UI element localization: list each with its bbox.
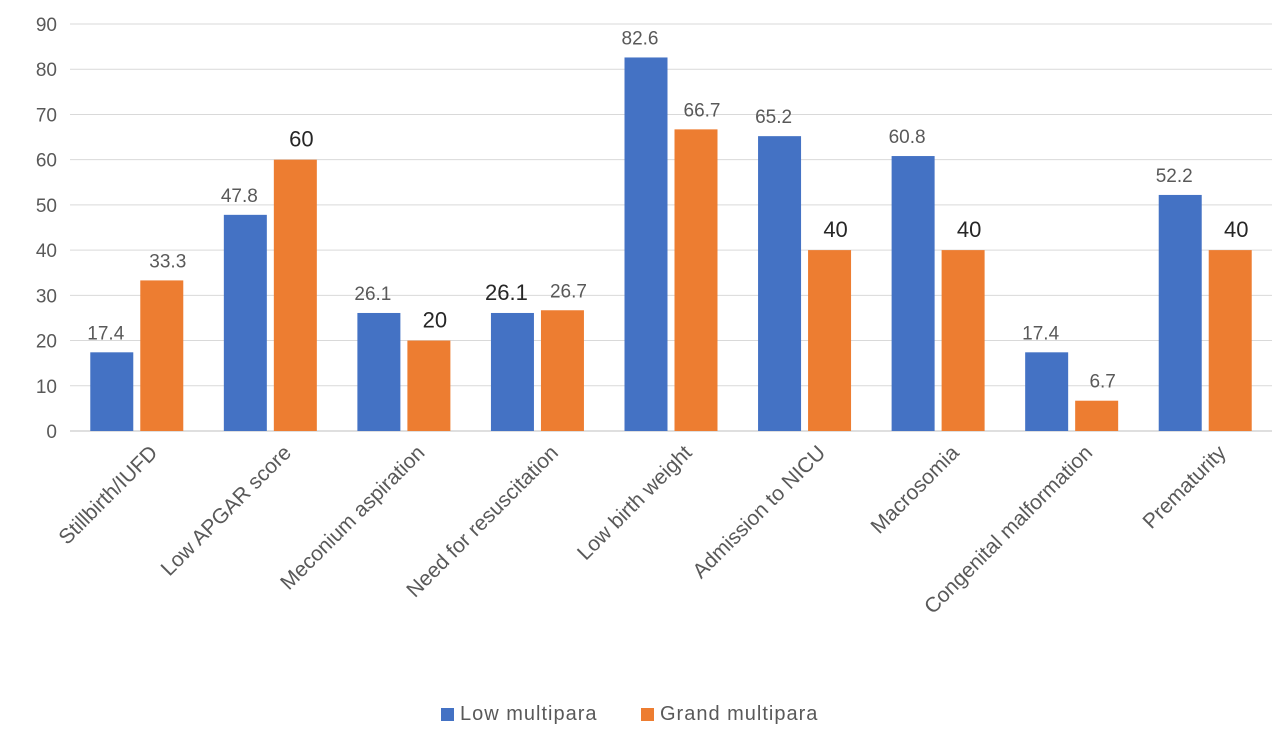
y-tick-label: 90 xyxy=(36,15,57,36)
y-tick-label: 50 xyxy=(36,196,57,217)
y-tick-label: 80 xyxy=(36,60,57,81)
gridlines xyxy=(70,23,1272,432)
data-label: 17.4 xyxy=(1022,323,1059,344)
y-tick-label: 60 xyxy=(36,151,57,172)
bar-low-multipara xyxy=(1158,194,1202,431)
legend-swatch-low-multipara xyxy=(441,708,454,721)
bar-grand-multipara xyxy=(674,129,718,431)
data-label: 60.8 xyxy=(889,127,926,148)
data-label: 47.8 xyxy=(221,186,258,207)
data-label: 65.2 xyxy=(755,107,792,128)
data-label: 52.2 xyxy=(1156,166,1193,187)
data-label: 26.1 xyxy=(485,280,528,305)
bar-grand-multipara xyxy=(273,159,317,431)
data-label: 33.3 xyxy=(149,251,186,272)
bar-low-multipara xyxy=(891,156,935,431)
bar-grand-multipara xyxy=(808,250,852,431)
y-tick-label: 30 xyxy=(36,286,57,307)
data-label: 82.6 xyxy=(622,28,659,49)
category-label: Prematurity xyxy=(1139,441,1232,534)
bar-grand-multipara xyxy=(140,280,184,431)
data-label: 20 xyxy=(423,308,447,333)
bar-low-multipara xyxy=(490,312,534,431)
bar-grand-multipara xyxy=(1075,400,1119,431)
category-label: Admission to NICU xyxy=(688,441,830,583)
bar-grand-multipara xyxy=(540,310,584,431)
data-label: 26.1 xyxy=(354,284,391,305)
category-label: Meconium aspiration xyxy=(276,441,429,594)
data-label: 17.4 xyxy=(87,323,124,344)
y-tick-label: 10 xyxy=(36,377,57,398)
category-label: Low birth weight xyxy=(573,441,697,565)
legend-label-low-multipara: Low multipara xyxy=(460,703,598,725)
bar-grand-multipara xyxy=(1208,250,1252,431)
bar-low-multipara xyxy=(223,214,267,431)
bar-grand-multipara xyxy=(407,340,451,431)
data-labels: 17.4 47.8 26.1 26.1 82.6 65.2 60.8 17.4 52.2 33.3… xyxy=(87,28,1248,392)
legend: Low multipara Grand multipara xyxy=(441,703,818,725)
bar-low-multipara xyxy=(624,57,668,431)
bar-grand-multipara xyxy=(941,250,985,431)
data-label: 6.7 xyxy=(1089,372,1115,393)
data-label: 40 xyxy=(1224,217,1248,242)
category-label: Need for resuscitation xyxy=(402,441,563,602)
y-tick-label: 0 xyxy=(46,422,57,443)
y-tick-label: 70 xyxy=(36,105,57,126)
bar-low-multipara xyxy=(1025,352,1069,431)
data-label: 26.7 xyxy=(550,281,587,302)
data-label: 66.7 xyxy=(684,100,721,121)
legend-label-grand-multipara: Grand multipara xyxy=(660,703,818,725)
bar-low-multipara xyxy=(357,312,401,431)
category-label: Low APGAR score xyxy=(157,441,296,580)
bar-low-multipara xyxy=(758,136,802,431)
y-tick-label: 20 xyxy=(36,332,57,353)
bars xyxy=(90,57,1252,431)
data-label: 60 xyxy=(289,127,313,152)
category-label: Stillbirth/IUFD xyxy=(54,441,162,549)
y-axis-tick-labels: 0 10 20 30 40 50 60 70 80 90 xyxy=(36,15,57,443)
data-label: 40 xyxy=(823,217,847,242)
data-label: 40 xyxy=(957,217,981,242)
y-tick-label: 40 xyxy=(36,241,57,262)
bar-low-multipara xyxy=(90,352,134,431)
category-label: Macrosomia xyxy=(867,441,964,538)
legend-swatch-grand-multipara xyxy=(641,708,654,721)
